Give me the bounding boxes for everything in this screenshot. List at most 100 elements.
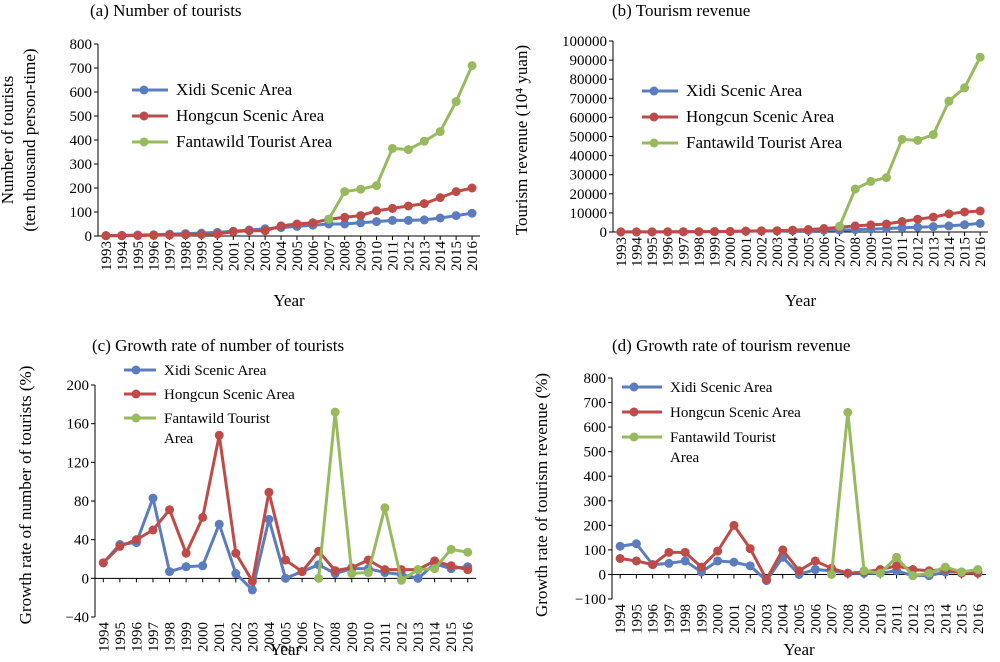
data-point — [264, 487, 274, 497]
data-point — [281, 555, 290, 565]
data-point — [678, 227, 688, 237]
legend-label: Hongcun Scenic Area — [686, 107, 835, 126]
data-point — [435, 213, 445, 223]
y-tick-label: 600 — [70, 85, 93, 101]
x-tick-label: 2000 — [210, 241, 226, 271]
data-point — [419, 199, 429, 209]
data-point — [631, 227, 641, 237]
x-tick-label: 2003 — [759, 604, 775, 634]
x-tick-label: 1999 — [194, 241, 210, 271]
legend-label: Hongcun Scenic Area — [176, 106, 325, 125]
x-tick-label: 2002 — [229, 622, 245, 652]
data-point — [975, 52, 985, 62]
x-tick-label: 2005 — [801, 237, 817, 267]
x-tick-label: 1994 — [115, 241, 131, 272]
legend-swatch-marker — [139, 111, 149, 121]
data-point — [372, 206, 382, 216]
panel-a-number-of-tourists: (a) Number of tourists 0 100 200 300 400 500 60… — [0, 1, 481, 310]
data-point — [713, 556, 723, 566]
legend-label: Fantawild Tourist Area — [686, 133, 843, 152]
data-point — [330, 566, 340, 576]
data-point — [363, 568, 373, 578]
data-point — [850, 221, 860, 231]
x-tick-label: 2011 — [890, 604, 906, 633]
y-tick-label: 300 — [70, 157, 93, 173]
legend-label: Xidi Scenic Area — [164, 363, 267, 379]
legend-swatch-marker — [131, 413, 141, 423]
legend-swatch-marker — [629, 432, 639, 442]
data-point — [198, 512, 208, 522]
legend-swatch-marker — [629, 382, 639, 392]
x-tick-label: 2016 — [465, 241, 481, 272]
legend-label: Fantawild Tourist Area — [670, 430, 777, 466]
data-point — [403, 145, 413, 155]
y-tick-label: 10000 — [570, 206, 608, 222]
data-point — [741, 226, 751, 236]
y-axis-title: Growth rate of number of tourists (%) — [16, 366, 35, 625]
legend-swatch-marker — [629, 407, 639, 417]
data-point — [924, 568, 934, 578]
data-point — [356, 184, 366, 194]
y-tick-label: 0 — [85, 229, 93, 245]
y-tick-label: 600 — [584, 420, 607, 436]
x-tick-label: 2003 — [245, 622, 261, 652]
legend-swatch-marker — [131, 365, 141, 375]
legend-swatch-marker — [649, 138, 659, 148]
x-tick-label: 2007 — [312, 622, 328, 653]
legend-swatch-marker — [649, 86, 659, 96]
data-point — [435, 193, 445, 203]
data-point — [928, 130, 938, 140]
data-point — [725, 227, 735, 237]
series-line — [838, 56, 982, 227]
data-point — [881, 173, 891, 183]
chart-title: (d) Growth rate of tourism revenue — [612, 336, 850, 355]
x-tick-label: 1995 — [113, 622, 129, 652]
data-point — [761, 574, 771, 584]
legend-label: Xidi Scenic Area — [176, 80, 293, 99]
series-fantawild — [324, 61, 477, 224]
data-point — [198, 561, 208, 571]
x-tick-label: 2006 — [306, 241, 322, 272]
y-tick-label: 90000 — [570, 53, 608, 69]
x-tick-label: 1998 — [692, 237, 708, 267]
x-tick-label: 2012 — [394, 622, 410, 652]
data-point — [745, 561, 755, 571]
series-xidi — [615, 539, 983, 586]
data-point — [729, 520, 739, 530]
data-point — [694, 227, 704, 237]
data-point — [647, 227, 657, 237]
data-point — [372, 217, 382, 227]
data-point — [98, 558, 108, 568]
data-point — [196, 230, 206, 240]
data-point — [419, 136, 429, 146]
y-axis-title: Growth rate of tourism revenue (%) — [532, 373, 551, 617]
legend: Xidi Scenic Area Hongcun Scenic Area Fanta… — [622, 380, 801, 466]
y-tick-label: 70000 — [570, 91, 608, 107]
data-point — [308, 218, 318, 228]
data-point — [778, 545, 788, 555]
x-tick-label: 2008 — [338, 241, 354, 271]
data-point — [387, 143, 397, 153]
data-point — [960, 83, 970, 93]
data-point — [928, 222, 938, 232]
y-tick-label: 700 — [584, 396, 607, 412]
x-axis-title: Year — [785, 291, 817, 310]
x-tick-label: 2010 — [873, 604, 889, 634]
x-tick-label: 1996 — [129, 622, 145, 653]
legend-label: Xidi Scenic Area — [686, 81, 803, 100]
data-point — [214, 430, 224, 440]
series-fantawild — [314, 407, 473, 585]
data-point — [843, 407, 853, 417]
data-point — [101, 231, 111, 241]
data-point — [892, 561, 902, 571]
x-tick-label: 2010 — [879, 237, 895, 267]
y-tick-label: 100 — [584, 543, 607, 559]
x-tick-label: 2014 — [433, 241, 449, 272]
data-point — [264, 514, 274, 524]
x-tick-label: 2007 — [322, 241, 338, 272]
x-tick-label: 1994 — [96, 622, 112, 653]
chart-title: (a) Number of tourists — [90, 1, 242, 20]
x-tick-label: 2014 — [938, 604, 954, 635]
data-point — [794, 566, 804, 576]
